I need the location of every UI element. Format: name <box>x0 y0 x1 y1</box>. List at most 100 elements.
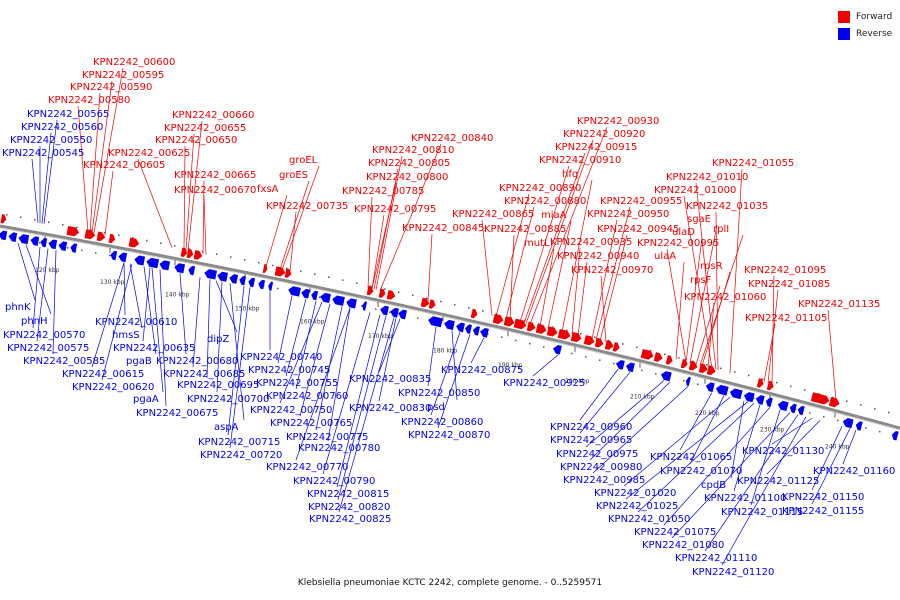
forward-gene <box>604 340 614 350</box>
leader-line <box>159 269 167 407</box>
track-dot <box>216 253 218 255</box>
forward-gene <box>492 313 504 324</box>
gene-label-reverse: KPN2242_01075 <box>634 527 716 538</box>
leader-line <box>767 289 779 383</box>
forward-gene <box>680 358 688 369</box>
gene-label-reverse: KPN2242_01115 <box>721 507 803 518</box>
gene-label-forward: KPN2242_00890 <box>499 183 581 194</box>
leader-line <box>338 317 395 513</box>
track-dot <box>706 364 708 366</box>
reverse-gene <box>30 236 40 246</box>
gene-label-reverse: KPN2242_00965 <box>550 435 632 446</box>
leader-line <box>427 326 437 387</box>
leader-line <box>371 182 397 289</box>
reverse-gene <box>311 290 319 301</box>
track-dot <box>95 252 97 254</box>
gene-label-forward: KPN2242_01095 <box>744 265 826 276</box>
track-dot <box>272 264 274 267</box>
gene-label-forward: KPN2242_00810 <box>372 145 454 156</box>
track-dot <box>48 221 50 224</box>
leader-line <box>671 412 791 539</box>
leader-line <box>532 354 559 377</box>
leader-line <box>842 429 857 465</box>
legend-reverse: Reverse <box>838 25 892 42</box>
track-dot <box>622 343 624 345</box>
leader-line <box>591 219 618 340</box>
leader-line <box>811 428 851 505</box>
leader-line <box>579 369 619 421</box>
forward-gene <box>828 397 840 408</box>
gene-label-forward: KPN2242_00845 <box>402 223 484 234</box>
tick-label: 200 kbp <box>565 378 590 385</box>
track-dot <box>440 300 442 303</box>
track-dot <box>837 419 839 422</box>
gene-label-reverse: KPN2242_00635 <box>113 343 195 354</box>
leader-line <box>279 302 323 404</box>
track-dot <box>510 316 512 319</box>
forward-gene <box>262 263 268 274</box>
gene-label-reverse: KPN2242_01155 <box>782 506 864 517</box>
gene-label-reverse: KPN2242_01110 <box>675 553 757 564</box>
gene-label-reverse: KPN2242_01025 <box>596 501 678 512</box>
track-dot <box>398 291 400 293</box>
gene-label-reverse: KPN2242_00750 <box>250 405 332 416</box>
gene-label-reverse: KPN2242_00550 <box>10 135 92 146</box>
reverse-gene <box>229 274 239 284</box>
track-dot <box>809 412 811 414</box>
reverse-gene <box>465 324 472 334</box>
track-dot <box>571 352 573 355</box>
track-dot <box>888 411 890 414</box>
gene-label-reverse: KPN2242_00740 <box>240 352 322 363</box>
track-dot <box>585 356 587 358</box>
track-dot <box>552 326 554 328</box>
gene-label-forward: KPN2242_01035 <box>686 201 768 212</box>
leader-line <box>707 302 715 368</box>
gene-label-reverse: aspA <box>214 422 239 433</box>
track-dot <box>543 346 545 348</box>
track-dot <box>823 415 825 418</box>
forward-gene <box>66 226 80 237</box>
leader-line <box>539 248 555 327</box>
leader-line <box>93 67 124 234</box>
reverse-gene <box>715 384 729 396</box>
leader-line <box>547 220 572 329</box>
gene-label-forward: ulaD <box>672 227 695 238</box>
track-dot <box>753 397 755 400</box>
leader-line <box>187 120 203 251</box>
track-dot <box>132 237 134 239</box>
gene-label-forward: KPN2242_01135 <box>798 299 880 310</box>
reverse-gene <box>174 263 186 274</box>
gene-label-forward: KPN2242_00955 <box>600 196 682 207</box>
tick-label: 130 kbp <box>100 279 125 286</box>
gene-label-reverse: KPN2242_00585 <box>23 356 105 367</box>
leader-line <box>202 180 205 254</box>
forward-gene <box>535 323 547 334</box>
gene-label-reverse: pgaB <box>126 356 152 367</box>
track-dot <box>361 305 363 307</box>
leader-line <box>495 193 530 317</box>
reverse-gene <box>743 392 755 403</box>
gene-label-reverse: phnK <box>5 302 31 313</box>
gene-label-reverse: KPN2242_00545 <box>2 148 84 159</box>
leader-line <box>689 224 718 364</box>
leader-line <box>373 168 399 290</box>
forward-gene <box>428 299 436 309</box>
leader-line <box>378 318 401 373</box>
track-dot <box>39 242 41 244</box>
tick-label: 210 kbp <box>630 394 655 401</box>
leader-line <box>679 392 713 451</box>
leader-line <box>430 332 461 416</box>
gene-label-forward: hfq <box>562 169 578 180</box>
reverse-gene <box>428 316 443 328</box>
track-dot <box>188 247 190 250</box>
gene-label-forward: KPN2242_00785 <box>342 186 424 197</box>
leader-line <box>265 194 288 267</box>
forward-gene <box>756 378 764 388</box>
reverse-gene <box>362 301 368 311</box>
forward-gene <box>583 335 595 346</box>
reverse-gene <box>789 403 797 414</box>
reverse-gene <box>301 288 311 299</box>
gene-label-forward: KPN2242_00805 <box>368 158 450 169</box>
gene-label-forward: KPN2242_01060 <box>684 292 766 303</box>
gene-label-reverse: KPN2242_01050 <box>608 514 690 525</box>
